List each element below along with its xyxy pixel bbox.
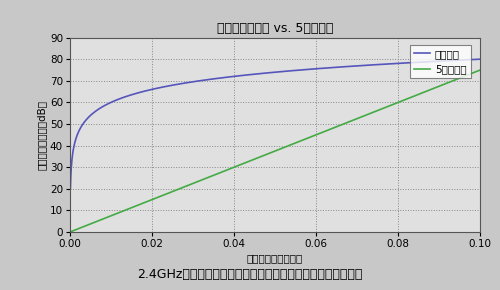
无线传输 (348, 64, 354, 68)
无线传输 (109, 100, 115, 104)
无线传输 (248, 73, 254, 76)
无线传输 (68, 187, 73, 191)
Line: 无线传输: 无线传输 (70, 59, 480, 189)
Title: 传输损耗：无线 vs. 5司轴电缆: 传输损耗：无线 vs. 5司轴电缆 (217, 22, 333, 35)
Legend: 无线传输, 5同轴电缆: 无线传输, 5同轴电缆 (410, 45, 470, 78)
5同轴电缆 (387, 104, 393, 107)
5同轴电缆 (248, 159, 254, 162)
5同轴电缆 (477, 68, 483, 72)
无线传输 (394, 62, 400, 65)
5同轴电缆 (348, 119, 354, 122)
X-axis label: 距离（单位：千米）: 距离（单位：千米） (247, 253, 303, 263)
5同轴电缆 (68, 230, 73, 233)
Line: 5同轴电缆: 5同轴电缆 (70, 70, 480, 232)
5同轴电缆 (394, 101, 400, 104)
Text: 2.4GHz信号利用有线电视同轴电缆和无线方式传输的衰减特性: 2.4GHz信号利用有线电视同轴电缆和无线方式传输的衰减特性 (138, 268, 362, 281)
5同轴电缆 (233, 165, 239, 168)
无线传输 (477, 57, 483, 61)
无线传输 (387, 62, 393, 66)
Y-axis label: 传输损耗（单位：dB）: 传输损耗（单位：dB） (37, 100, 47, 170)
无线传输 (233, 75, 239, 78)
5同轴电缆 (109, 213, 115, 217)
